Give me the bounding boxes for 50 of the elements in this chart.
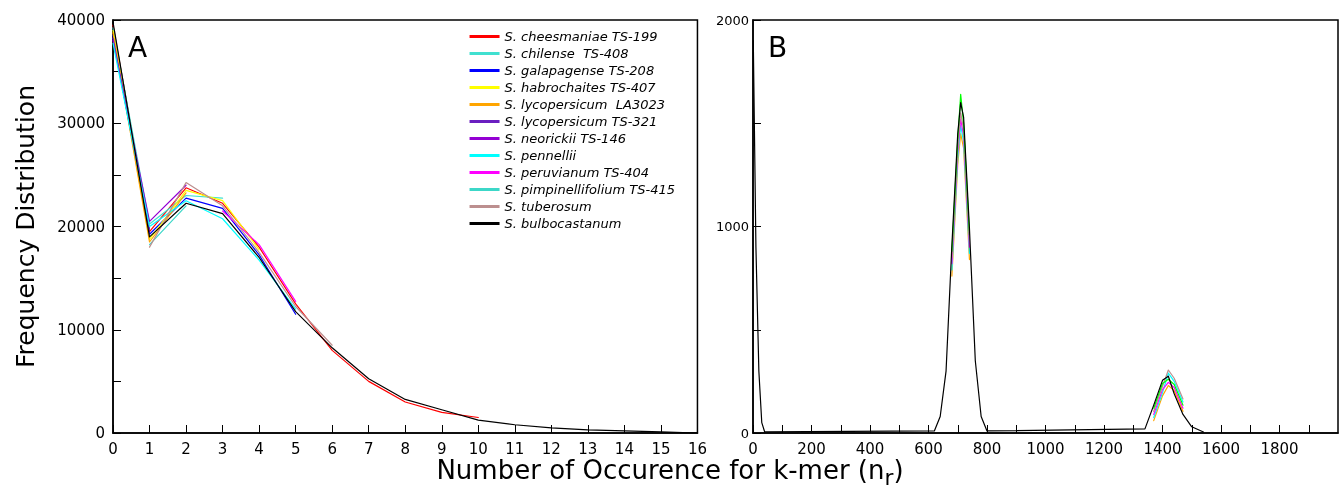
x-tick-label: 1000 [1026,439,1065,458]
legend-label: S. habrochaites TS-407 [504,80,657,95]
y-tick-label: 10000 [57,320,105,339]
x-tick-label: 400 [855,439,885,458]
x-tick-label: 200 [797,439,826,458]
y-tick-label: 0 [740,425,749,441]
legend-label: S. galapagense TS-208 [504,63,655,78]
y-axis-title: Frequency Distribution [11,85,40,368]
x-tick-label: 3 [217,439,228,458]
y-tick-label: 0 [95,424,105,442]
chart-title: B [768,30,788,64]
legend-label: S. bulbocastanum [504,216,622,231]
legend-label: S. neorickii TS-146 [504,131,626,146]
legend-label: S. pimpinellifolium TS-415 [504,182,675,197]
x-tick-label: 600 [914,439,943,458]
y-tick-label: 2000 [715,12,749,28]
x-tick-label: 12 [541,439,561,458]
x-axis-title: Number of Occurence for k-mer (n$_{r}$) [436,455,904,491]
x-tick-label: 8 [400,439,410,458]
x-tick-label: 4 [254,439,264,458]
x-tick-label: 1 [144,439,155,458]
y-tick-label: 30000 [57,114,105,133]
x-tick-label: 1200 [1084,439,1124,458]
x-tick-label: 13 [578,439,598,458]
x-tick-label: 16 [687,439,707,458]
legend-label: S. chilense TS-408 [504,46,629,61]
y-tick-label: 20000 [57,217,105,236]
legend-label: S. peruvianum TS-404 [504,165,650,180]
x-tick-label: 14 [614,439,634,458]
legend-label: S. pennellii [504,148,577,163]
x-tick-label: 7 [363,439,374,458]
x-tick-label: 1600 [1201,439,1241,458]
y-tick-label: 40000 [57,11,105,29]
legend-label: S. lycopersicum LA3023 [504,97,665,112]
legend-label: S. cheesmaniae TS-199 [504,29,658,44]
x-tick-label: 10 [468,439,488,458]
x-tick-label: 0 [108,439,118,458]
x-tick-label: 1400 [1143,439,1182,458]
x-tick-label: 1800 [1260,439,1299,458]
legend-label: S. lycopersicum TS-321 [504,114,658,129]
x-tick-label: 5 [290,439,301,458]
x-tick-label: 6 [327,439,337,458]
x-tick-label: 15 [651,439,671,458]
chart-title: A [128,30,148,64]
x-tick-label: 11 [505,439,525,458]
legend-label: S. tuberosum [504,199,592,214]
x-tick-label: 800 [972,439,1002,458]
x-tick-label: 2 [181,439,191,458]
y-tick-label: 1000 [715,219,749,234]
x-tick-label: 9 [436,439,447,458]
